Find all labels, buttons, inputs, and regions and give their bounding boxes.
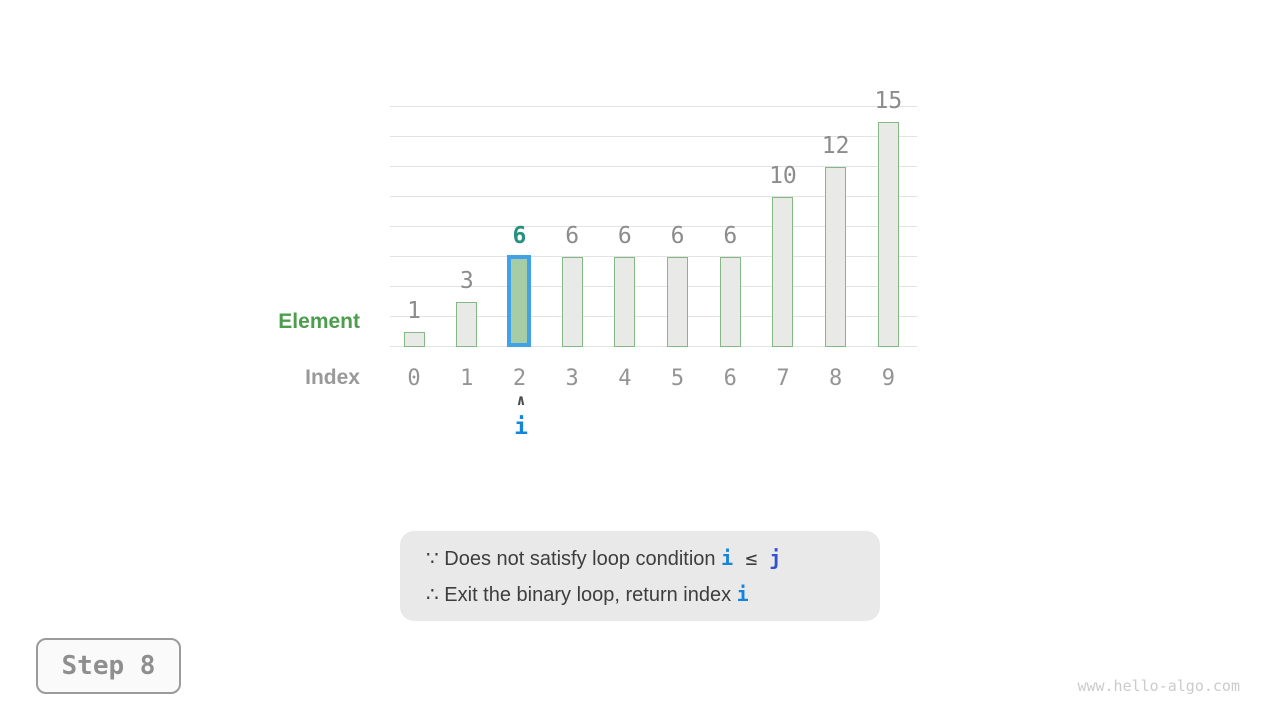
index-tick-label: 6 [723, 366, 737, 391]
gridline [390, 316, 917, 317]
bar-value-label: 1 [407, 298, 421, 324]
note-text: ≤ [733, 546, 770, 570]
index-tick-label: 7 [776, 366, 790, 391]
pointer-label: i [514, 414, 528, 440]
bar-value-label: 3 [459, 268, 474, 294]
gridline [390, 136, 917, 137]
index-tick-label: 3 [565, 366, 579, 391]
bar [403, 332, 425, 347]
pointer-i: ∧ i [514, 393, 528, 439]
bar [667, 257, 689, 347]
bar [561, 257, 583, 347]
var-i: i [721, 546, 734, 570]
bar-value-label: 6 [723, 223, 738, 249]
index-tick-label: 2 [512, 366, 527, 391]
gridline [390, 166, 917, 167]
gridline [390, 106, 917, 107]
bar-value-label: 6 [670, 223, 685, 249]
index-tick-label: 5 [670, 366, 685, 391]
bar [877, 122, 899, 347]
var-i: i [736, 582, 749, 606]
note-line: ∴ Exit the binary loop, return index i [426, 577, 880, 613]
caret-up-icon: ∧ [516, 391, 526, 409]
bar-value-label: 6 [512, 223, 527, 249]
bar [719, 257, 741, 347]
note-line: ∵ Does not satisfy loop condition i ≤ j [426, 541, 880, 577]
bar-highlighted [507, 255, 532, 347]
gridline [390, 346, 917, 347]
index-tick-label: 4 [618, 366, 632, 391]
note-text: ∵ Does not satisfy loop condition [426, 548, 722, 570]
bar-value-label: 15 [874, 88, 903, 114]
bar [456, 302, 478, 347]
index-tick-label: 1 [460, 366, 474, 391]
bar-value-label: 6 [617, 223, 632, 249]
index-tick-label: 0 [407, 366, 421, 391]
bar [614, 257, 636, 347]
gridline [390, 256, 917, 257]
bar-chart: 1 3 6 6 6 6 6 10 12 15 [390, 90, 917, 347]
note-text: ∴ Exit the binary loop, return index [426, 584, 737, 606]
gridline [390, 286, 917, 287]
var-j: j [769, 546, 782, 570]
bar-value-label: 10 [769, 163, 797, 189]
bar [772, 197, 794, 347]
index-tick-label: 9 [881, 366, 895, 391]
index-tick-label: 8 [829, 366, 843, 391]
gridline [390, 196, 917, 197]
bar-value-label: 6 [565, 223, 580, 249]
bar-value-label: 12 [821, 133, 850, 159]
step-badge: Step 8 [36, 638, 181, 694]
note-box: ∵ Does not satisfy loop condition i ≤ j ∴… [400, 531, 880, 621]
element-axis-label: Element [278, 310, 360, 333]
bar [825, 167, 847, 347]
index-axis-label: Index [305, 366, 360, 389]
watermark: www.hello-algo.com [1077, 677, 1240, 695]
gridline [390, 226, 917, 227]
